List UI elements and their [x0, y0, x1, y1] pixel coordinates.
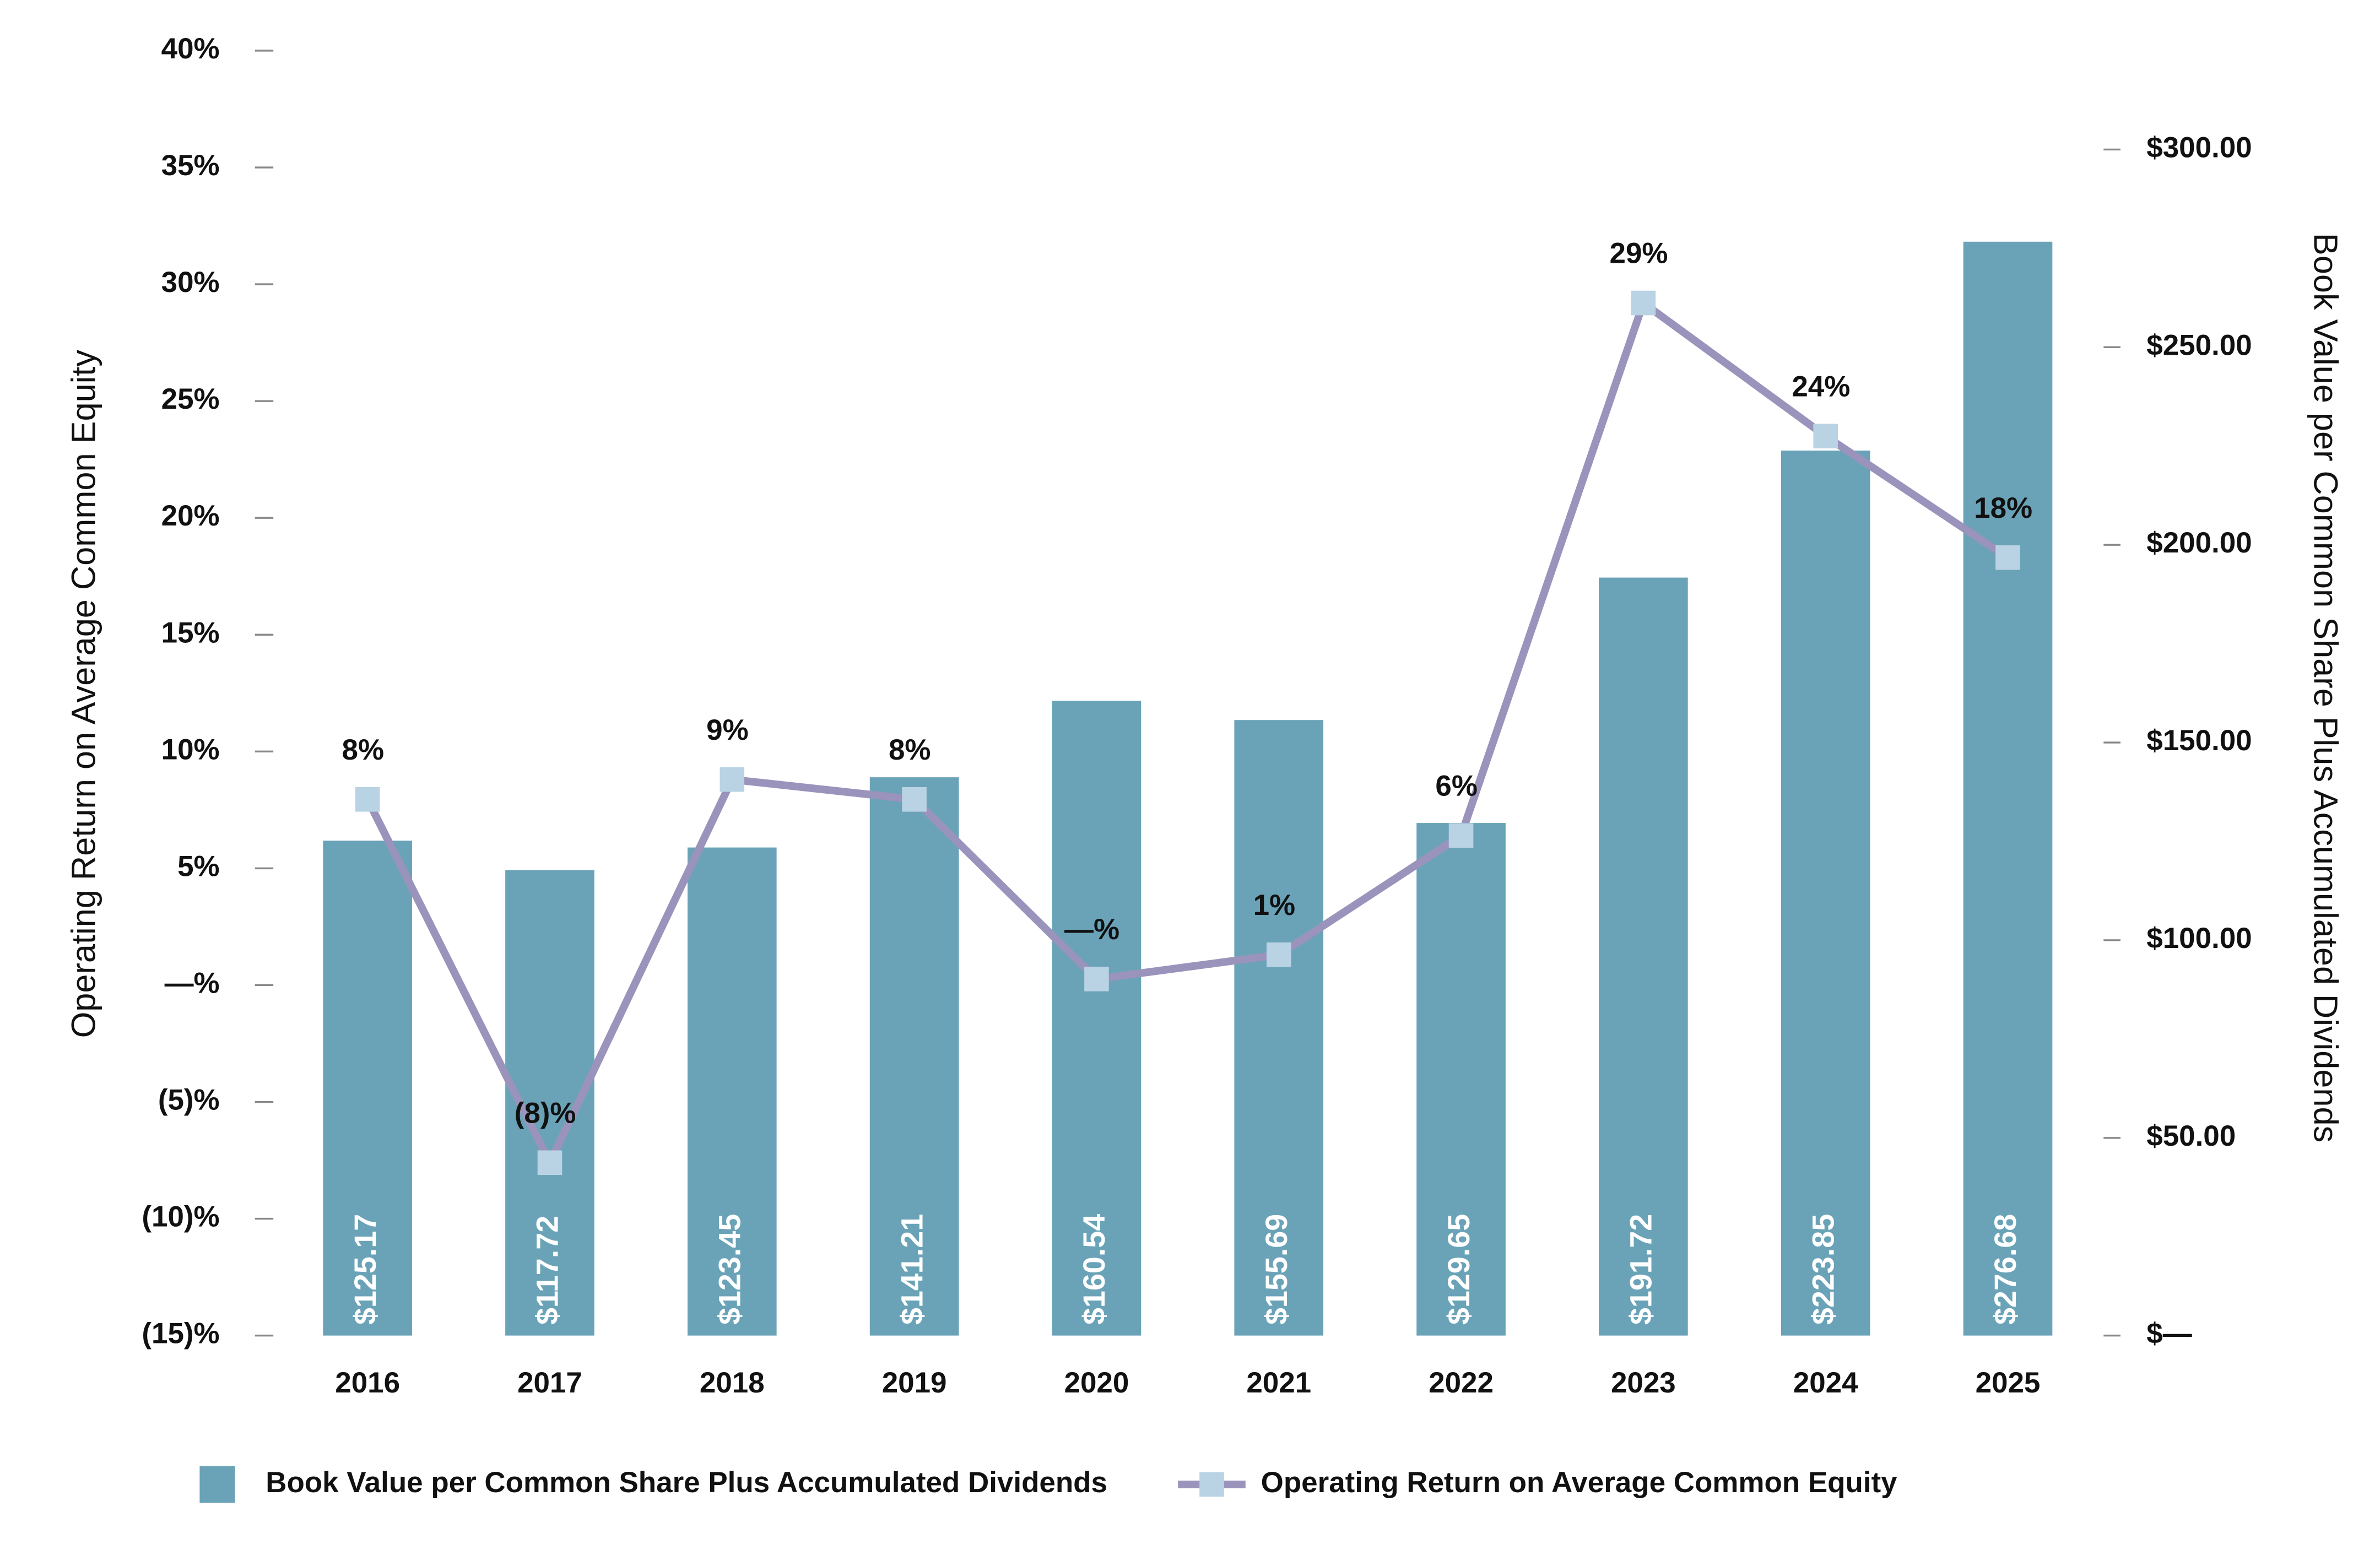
y2-tick-label: $150.00 [2146, 724, 2252, 757]
line-value-label: 24% [1792, 370, 1850, 403]
y-tick-label: (5)% [158, 1084, 220, 1117]
y2-tick-label: $250.00 [2146, 329, 2252, 361]
line-value-label: 8% [342, 734, 385, 766]
line-value-label: 29% [1610, 237, 1668, 270]
line-marker [1266, 942, 1291, 967]
y-tick-label: 15% [161, 616, 220, 649]
line-value-label: 8% [889, 734, 931, 766]
bar-value-label: $160.54 [1077, 1214, 1111, 1325]
bar [687, 847, 777, 1336]
x-tick-label: 2021 [1246, 1367, 1311, 1399]
x-tick-label: 2017 [517, 1367, 582, 1399]
bar-value-label: $125.17 [348, 1214, 382, 1325]
bar-value-label: $155.69 [1259, 1214, 1294, 1325]
x-tick-label: 2023 [1611, 1367, 1676, 1399]
x-tick-label: 2024 [1793, 1367, 1858, 1399]
bar [1599, 577, 1688, 1336]
legend-label: Operating Return on Average Common Equit… [1261, 1466, 1897, 1499]
line [364, 299, 2010, 1167]
y2-tick-label: $300.00 [2146, 131, 2252, 164]
x-tick-label: 2022 [1429, 1367, 1494, 1399]
y2-tick-label: $100.00 [2146, 922, 2252, 955]
y-tick-label: 35% [161, 149, 220, 182]
bar-value-label: $223.85 [1806, 1214, 1840, 1325]
bar [1416, 823, 1506, 1336]
y2-tick-label: $— [2146, 1318, 2192, 1350]
x-tick-label: 2019 [882, 1367, 947, 1399]
legend-swatch-marker [1199, 1472, 1224, 1497]
line-marker [355, 787, 380, 812]
bar [1963, 241, 2053, 1336]
line-marker [1631, 290, 1656, 316]
x-tick-label: 2020 [1064, 1367, 1129, 1399]
y-tick-label: 20% [161, 500, 220, 532]
bar-value-label: $129.65 [1442, 1214, 1476, 1325]
line-marker [1448, 823, 1474, 848]
y-tick-label: 30% [161, 266, 220, 299]
line-marker [537, 1150, 562, 1175]
line-marker [1813, 424, 1838, 449]
line-value-label: 18% [1974, 492, 2032, 524]
y-tick-label: —% [165, 967, 220, 999]
bar-value-label: $141.21 [895, 1214, 929, 1325]
y2-axis-title: Book Value per Common Share Plus Accumul… [2307, 233, 2345, 1142]
y-tick-label: 10% [161, 733, 220, 766]
line-value-label: 9% [706, 714, 749, 746]
y-tick-label: (10)% [142, 1201, 219, 1233]
bar-value-label: $123.45 [713, 1214, 747, 1325]
bar-value-label: $276.68 [1988, 1214, 2022, 1325]
y-axis-title: Operating Return on Average Common Equit… [64, 350, 102, 1038]
y-tick-label: (15)% [142, 1318, 219, 1350]
bar-value-label: $191.72 [1624, 1214, 1658, 1325]
y-tick-label: 40% [161, 32, 220, 65]
line-value-label: (8)% [515, 1097, 576, 1129]
line-marker [1084, 967, 1109, 991]
line-value-label: 1% [1253, 889, 1296, 922]
bar [1781, 450, 1870, 1336]
bar-value-label: $117.72 [531, 1216, 565, 1325]
legend-label: Book Value per Common Share Plus Accumul… [266, 1466, 1107, 1499]
line-marker [720, 767, 745, 792]
x-tick-label: 2018 [700, 1367, 765, 1399]
x-tick-label: 2016 [335, 1367, 400, 1399]
bar [323, 841, 412, 1336]
bar [1052, 701, 1142, 1336]
line-value-label: —% [1064, 913, 1119, 946]
bar [869, 777, 959, 1336]
y-tick-label: 5% [177, 850, 220, 882]
line-marker [1995, 545, 2020, 570]
legend-swatch [199, 1466, 235, 1503]
line-marker [902, 787, 927, 812]
y2-tick-label: $50.00 [2146, 1120, 2236, 1152]
bar [1234, 720, 1324, 1336]
y2-tick-label: $200.00 [2146, 527, 2252, 559]
x-tick-label: 2025 [1976, 1367, 2041, 1399]
line-value-label: 6% [1435, 770, 1478, 803]
y-tick-label: 25% [161, 383, 220, 415]
